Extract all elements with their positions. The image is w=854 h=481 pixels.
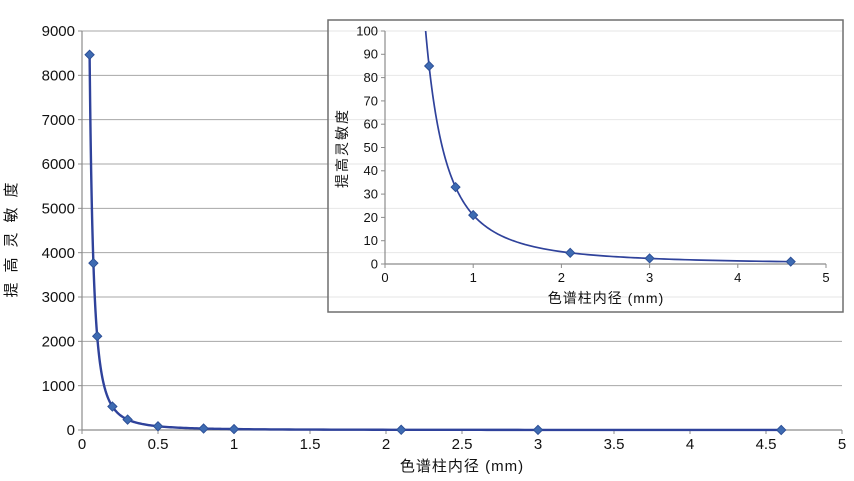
main-y-tick-label: 8000 <box>42 67 75 84</box>
inset-data-point-marker <box>785 256 796 267</box>
main-y-tick-label: 0 <box>67 422 75 439</box>
main-data-point-marker <box>84 49 95 60</box>
main-data-point-marker <box>228 423 240 435</box>
main-x-tick-label: 3.5 <box>604 436 625 453</box>
main-data-point-marker <box>88 257 99 269</box>
inset-y-axis-title: 提高灵敏度 <box>334 108 350 188</box>
main-y-tick-label: 2000 <box>42 333 75 350</box>
main-data-point-marker <box>775 424 787 436</box>
main-x-axis-title: 色谱柱内径 (mm) <box>400 458 524 475</box>
inset-y-tick-label: 40 <box>364 163 378 178</box>
main-x-tick-label: 2.5 <box>452 436 473 453</box>
inset-x-tick-label: 1 <box>470 270 477 285</box>
main-y-tick-label: 6000 <box>42 156 75 173</box>
inset-chart: 0 10 20 30 40 50 60 70 80 90 100 0 1 2 3 4 5 色谱柱内径 (mm) 提高… <box>327 19 844 313</box>
inset-y-tick-label: 0 <box>371 256 378 271</box>
main-x-tick-label: 4.5 <box>756 436 777 453</box>
inset-x-tick-label: 2 <box>558 270 565 285</box>
main-x-tick-label: 5 <box>838 436 846 453</box>
main-y-tick-label: 5000 <box>42 200 75 217</box>
main-x-tick-label: 0 <box>78 436 86 453</box>
inset-x-tick-label: 0 <box>381 270 388 285</box>
inset-y-tick-label: 10 <box>364 233 378 248</box>
inset-y-tick-label: 70 <box>364 93 378 108</box>
main-x-tick-label: 4 <box>686 436 694 453</box>
inset-x-tick-label: 4 <box>734 270 741 285</box>
inset-data-point-marker <box>468 209 479 221</box>
inset-x-axis-title: 色谱柱内径 (mm) <box>548 290 665 306</box>
main-x-tick-label: 3 <box>534 436 542 453</box>
inset-y-tick-label: 30 <box>364 187 378 202</box>
main-x-tick-label: 1.5 <box>300 436 321 453</box>
inset-data-point-marker <box>450 181 461 193</box>
main-x-tick-label: 0.5 <box>148 436 169 453</box>
inset-y-tick-label: 100 <box>356 23 378 38</box>
inset-x-tick-label: 3 <box>646 270 653 285</box>
inset-x-tick-label: 5 <box>822 270 829 285</box>
main-data-point-marker <box>395 424 407 436</box>
inset-y-tick-label: 80 <box>364 70 378 85</box>
inset-data-point-marker <box>565 247 576 258</box>
main-y-tick-label: 1000 <box>42 378 75 395</box>
main-data-point-marker <box>107 401 118 412</box>
inset-y-tick-label: 60 <box>364 117 378 132</box>
inset-data-point-marker <box>644 253 655 264</box>
main-data-point-marker <box>91 330 103 342</box>
main-x-tick-label: 1 <box>230 436 238 453</box>
inset-y-tick-label: 20 <box>364 210 378 225</box>
main-y-tick-label: 7000 <box>42 112 75 129</box>
main-data-point-marker <box>532 424 544 436</box>
inset-y-tick-label: 50 <box>364 140 378 155</box>
main-y-tick-label: 3000 <box>42 289 75 306</box>
main-data-point-marker <box>122 414 133 425</box>
main-x-tick-label: 2 <box>382 436 390 453</box>
main-data-point-marker <box>152 420 164 432</box>
main-y-axis-title: 提高灵敏度 <box>3 172 20 297</box>
inset-y-tick-label: 90 <box>364 47 378 62</box>
inset-border <box>327 19 844 313</box>
main-data-point-marker <box>198 423 209 434</box>
inset-data-point-marker <box>423 60 435 72</box>
main-y-tick-label: 4000 <box>42 245 75 262</box>
main-y-tick-label: 9000 <box>42 23 75 40</box>
